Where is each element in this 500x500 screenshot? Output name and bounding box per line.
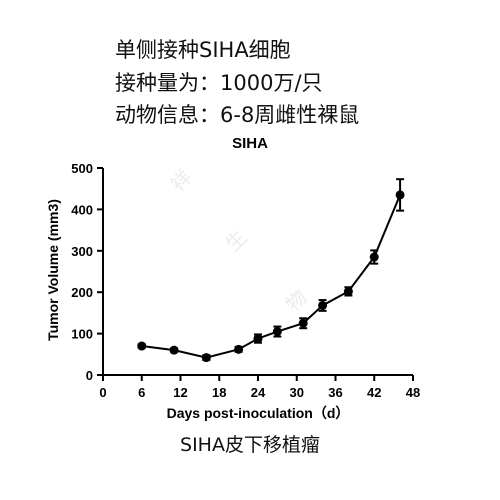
data-point: [395, 190, 405, 200]
data-point: [272, 327, 282, 337]
figure-caption: SIHA皮下移植瘤: [180, 434, 320, 456]
y-tick-label: 200: [71, 285, 93, 300]
chart-title: SIHA: [232, 135, 268, 152]
x-tick-label: 30: [290, 385, 304, 400]
data-point: [137, 341, 147, 351]
x-axis-label: Days post-inoculation（d）: [167, 405, 350, 421]
data-point: [201, 353, 211, 363]
data-point: [318, 300, 328, 310]
chart-axes: 0 6 12 18 24 30 36 42 48 0 100 200 300 400 500: [71, 161, 420, 400]
chart-series: [137, 178, 405, 363]
tumor-growth-chart: SIHA 0 6 12 18 24 30 36 42 48 0 100 200 300 400 500 Da…: [45, 135, 420, 421]
series-line: [141, 194, 402, 359]
data-point: [253, 334, 263, 344]
data-point: [298, 318, 308, 328]
experiment-info-dose: 接种量为：1000万/只: [115, 71, 323, 95]
y-tick-label: 400: [71, 202, 93, 217]
y-tick-label: 300: [71, 244, 93, 259]
data-point: [343, 286, 353, 296]
data-point: [369, 252, 379, 262]
x-tick-label: 42: [367, 385, 381, 400]
x-tick-label: 48: [406, 385, 420, 400]
experiment-info-animal: 动物信息：6-8周雌性裸鼠: [115, 103, 360, 127]
x-tick-label: 6: [138, 385, 145, 400]
y-tick-label: 100: [71, 327, 93, 342]
experiment-info-cell-line: 单侧接种SIHA细胞: [115, 38, 291, 62]
y-tick-label: 500: [71, 161, 93, 176]
x-tick-label: 24: [251, 385, 266, 400]
y-axis-label: Tumor Volume (mm3): [45, 199, 61, 341]
x-tick-label: 0: [99, 385, 106, 400]
data-point: [234, 344, 244, 354]
data-point: [169, 345, 179, 355]
x-tick-label: 12: [173, 385, 187, 400]
y-tick-label: 0: [86, 368, 93, 383]
x-tick-label: 18: [212, 385, 226, 400]
x-tick-label: 36: [328, 385, 342, 400]
